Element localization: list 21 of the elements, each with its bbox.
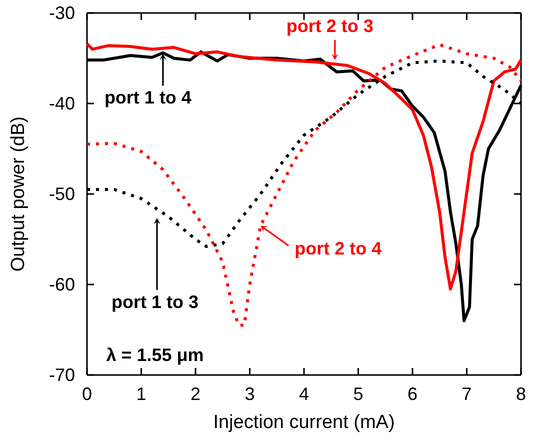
x-tick-label: 4 <box>298 384 310 404</box>
annotation: port 1 to 4 <box>104 88 192 108</box>
y-tick-label: -40 <box>48 93 75 114</box>
y-tick-label: -50 <box>48 184 75 204</box>
annotation: λ = 1.55 μm <box>106 345 204 365</box>
annotation: port 1 to 3 <box>111 292 199 312</box>
x-tick-label: 8 <box>516 384 526 404</box>
x-tick-label: 5 <box>353 384 364 404</box>
x-tick-label: 3 <box>244 384 255 404</box>
x-tick-label: 1 <box>136 384 146 404</box>
x-tick-label: 0 <box>82 384 92 404</box>
y-tick-label: -70 <box>48 364 75 385</box>
y-tick-label: -60 <box>48 274 75 294</box>
x-tick-label: 2 <box>190 384 201 404</box>
x-tick-label: 7 <box>462 384 472 404</box>
y-axis-title: Output power (dB) <box>8 116 29 272</box>
annotation: port 2 to 4 <box>294 238 382 259</box>
annotation: port 2 to 3 <box>286 16 374 36</box>
x-axis-title: Injection current (mA) <box>213 412 395 433</box>
y-tick-label: -30 <box>48 2 75 23</box>
x-tick-label: 6 <box>407 384 418 404</box>
